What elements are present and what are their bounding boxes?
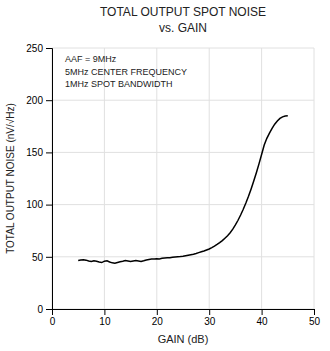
axis-line <box>53 310 315 316</box>
tick-mark <box>46 205 52 206</box>
subtitle: vs. GAIN <box>159 21 207 35</box>
y-axis-label: TOTAL OUTPUT NOISE (nV/√Hz) <box>5 103 16 254</box>
y-axis: 0 50 100 150 200 250 <box>26 43 52 315</box>
tick: 40 <box>257 309 269 327</box>
tick-mark <box>46 48 52 49</box>
annotation-line: 1MHz SPOT BANDWIDTH <box>65 79 172 89</box>
grid-line <box>261 48 262 309</box>
tick: 50 <box>309 309 321 327</box>
tick-label: 40 <box>257 316 269 327</box>
tick: 30 <box>204 309 216 327</box>
x-axis: 0 10 20 30 40 50 <box>50 309 321 327</box>
grid <box>52 48 314 309</box>
tick: 0 <box>37 304 52 315</box>
title: TOTAL OUTPUT SPOT NOISE <box>100 5 266 19</box>
tick-label: 0 <box>37 304 43 315</box>
tick-mark <box>46 100 52 101</box>
tick: 50 <box>32 252 52 263</box>
line <box>78 116 288 263</box>
tick-label: 0 <box>50 316 56 327</box>
marks <box>78 116 288 263</box>
tick-label: 20 <box>152 316 164 327</box>
annotation-line: 5MHz CENTER FREQUENCY <box>65 67 187 77</box>
tick-mark <box>262 309 263 315</box>
axis-line <box>46 49 53 310</box>
tick: 20 <box>152 309 164 327</box>
x-axis-label: GAIN (dB) <box>158 333 209 345</box>
tick-label: 250 <box>26 43 43 54</box>
tick: 10 <box>99 309 111 327</box>
tick-label: 30 <box>204 316 216 327</box>
tick-label: 150 <box>26 147 43 158</box>
tick-mark <box>104 309 105 315</box>
grid-line <box>52 48 314 49</box>
tick-label: 200 <box>26 95 43 106</box>
tick-mark <box>209 309 210 315</box>
annotation-line: AAF = 9MHz <box>65 54 117 64</box>
grid-line <box>209 48 210 309</box>
chart: TOTAL OUTPUT SPOT NOISE vs. GAIN 0 10 20 30 40… <box>0 0 330 351</box>
tick: 250 <box>26 43 52 54</box>
tick-label: 100 <box>26 199 43 210</box>
tick: 0 <box>50 309 56 327</box>
tick-mark <box>314 309 315 315</box>
tick-label: 50 <box>32 252 44 263</box>
plot: 0 10 20 30 40 50 0 50 100 150 200 250 AAF = 9MHz 5MHz… <box>26 43 320 327</box>
annotation: AAF = 9MHz 5MHz CENTER FREQUENCY 1MHz SPOT… <box>65 54 187 89</box>
tick-mark <box>46 257 52 258</box>
tick-label: 10 <box>99 316 111 327</box>
tick: 150 <box>26 147 52 158</box>
tick-mark <box>46 152 52 153</box>
tick-mark <box>157 309 158 315</box>
tick-label: 50 <box>309 316 321 327</box>
grid-line <box>52 204 314 205</box>
grid-line <box>314 48 315 309</box>
tick: 100 <box>26 199 52 210</box>
tick: 200 <box>26 95 52 106</box>
tick-mark <box>46 309 52 310</box>
grid-line <box>52 152 314 153</box>
grid-line <box>52 100 314 101</box>
